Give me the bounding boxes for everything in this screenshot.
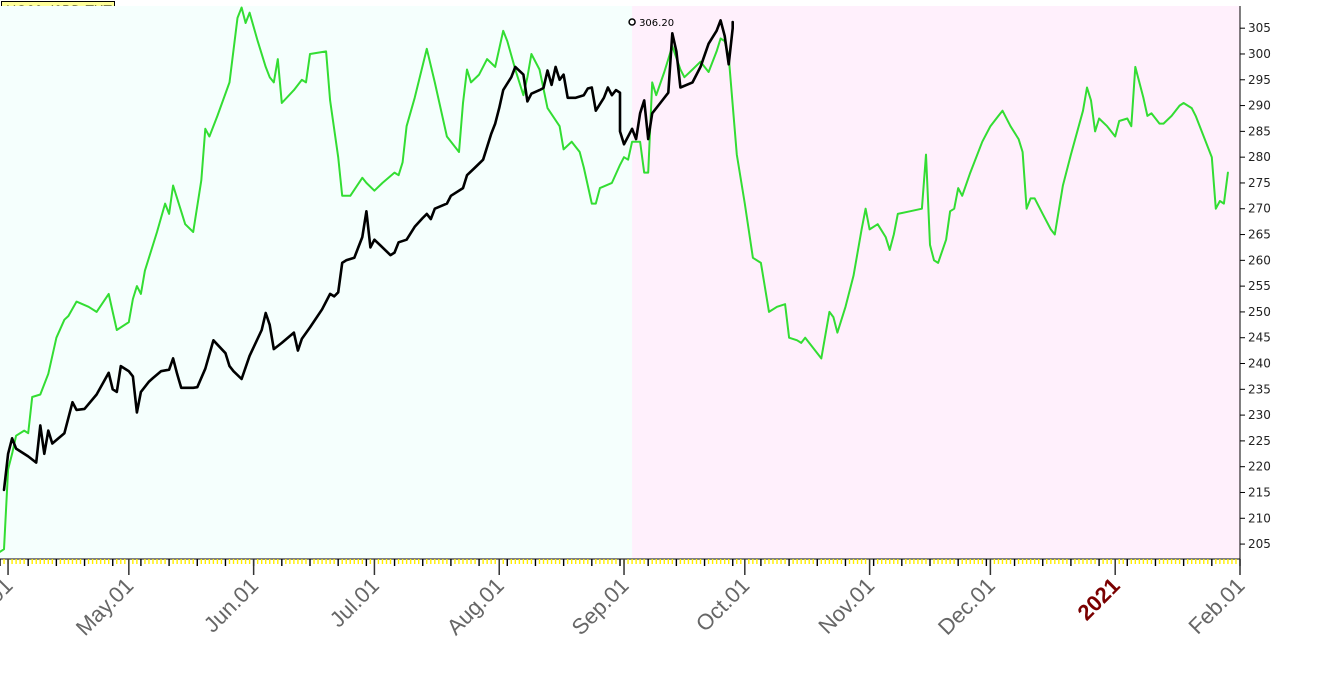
forecast-region xyxy=(632,6,1240,558)
x-year-label: 2021 xyxy=(1072,573,1124,625)
x-tick-label: May.01 xyxy=(71,573,139,641)
x-tick-label: Nov.01 xyxy=(813,573,879,639)
x-tick-label: Feb.01 xyxy=(1183,573,1249,639)
y-tick-label: 290 xyxy=(1248,99,1271,113)
x-tick-label: Apr.01 xyxy=(0,573,18,636)
projection-line xyxy=(0,6,1229,553)
y-tick-label: 215 xyxy=(1248,485,1271,499)
x-tick-label: Aug.01 xyxy=(442,573,509,640)
y-tick-label: 285 xyxy=(1248,124,1271,138)
y-tick-label: 295 xyxy=(1248,73,1271,87)
x-tick-label: Jul.01 xyxy=(325,573,384,632)
y-tick-label: 220 xyxy=(1248,460,1271,474)
y-tick-label: 240 xyxy=(1248,357,1271,371)
x-tick-label: Jun.01 xyxy=(199,573,263,637)
plot-background xyxy=(0,6,1240,558)
x-tick-label: Dec.01 xyxy=(933,573,1000,640)
y-tick-label: 230 xyxy=(1248,408,1271,422)
y-tick-label: 225 xyxy=(1248,434,1271,448)
y-tick-label: 255 xyxy=(1248,279,1271,293)
y-tick-label: 270 xyxy=(1248,202,1271,216)
x-tick-label: Sep.01 xyxy=(567,573,634,640)
y-tick-label: 210 xyxy=(1248,511,1271,525)
y-axis: 205 210 215 220 225 230 235 240 245 250 255 260 265 2… xyxy=(1239,6,1271,560)
y-tick-label: 300 xyxy=(1248,47,1271,61)
y-tick-label: 280 xyxy=(1248,150,1271,164)
y-tick-label: 245 xyxy=(1248,331,1271,345)
last-price-label: 306.20 xyxy=(639,18,674,29)
price-line xyxy=(2,19,734,492)
series-lines xyxy=(0,6,1229,553)
y-tick-label: 235 xyxy=(1248,382,1271,396)
history-region xyxy=(0,6,633,558)
last-price-marker xyxy=(628,18,636,26)
y-tick-label: 305 xyxy=(1248,21,1271,35)
x-tick-label: Oct.01 xyxy=(691,573,755,637)
y-tick-label: 205 xyxy=(1248,537,1271,551)
last-price-marker-group: 306.20 xyxy=(628,18,674,29)
y-tick-label: 275 xyxy=(1248,176,1271,190)
y-tick-label: 260 xyxy=(1248,253,1271,267)
y-tick-label: 265 xyxy=(1248,228,1271,242)
y-tick-label: 250 xyxy=(1248,305,1271,319)
x-axis: Apr.01 May.01 Jun.01 Jul.01 Aug.01 Sep.01 Oct.… xyxy=(0,558,1250,641)
